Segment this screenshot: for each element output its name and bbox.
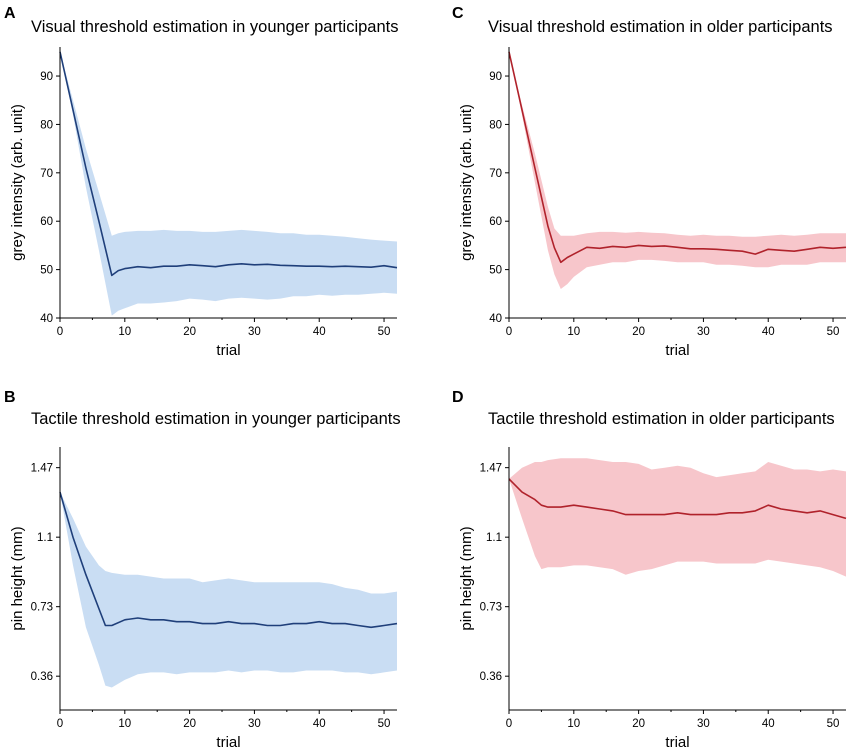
y-axis-label: grey intensity (arb. unit) <box>9 104 26 261</box>
y-tick-label: 1.1 <box>486 532 502 544</box>
confidence-band <box>60 492 397 688</box>
y-tick-label: 70 <box>40 168 53 180</box>
panel-c: C Visual threshold estimation in older pa… <box>452 5 847 359</box>
x-tick-label: 40 <box>313 326 326 338</box>
panel-letter: D <box>452 389 464 406</box>
panel-d: D Tactile threshold estimation in older p… <box>452 389 847 748</box>
x-tick-label: 20 <box>183 718 196 730</box>
y-tick-label: 90 <box>489 71 502 83</box>
series-line-mean <box>59 491 398 629</box>
x-tick-label: 40 <box>762 718 775 730</box>
x-tick-label: 50 <box>378 718 391 730</box>
x-tick-label: 10 <box>567 718 580 730</box>
y-axis-label: pin height (mm) <box>458 526 475 630</box>
y-tick-label: 1.47 <box>480 463 502 475</box>
x-axis-label: trial <box>665 734 689 748</box>
x-tick-label: 0 <box>506 718 512 730</box>
x-axis-label: trial <box>216 734 240 748</box>
y-tick-label: 50 <box>40 265 53 277</box>
confidence-band <box>509 458 846 577</box>
y-tick-label: 50 <box>489 265 502 277</box>
x-tick-label: 10 <box>567 326 580 338</box>
panel-letter: B <box>4 389 16 406</box>
y-tick-label: 40 <box>489 313 502 325</box>
x-tick-label: 10 <box>118 718 131 730</box>
series-line-mean <box>508 478 847 520</box>
panel-a: A Visual threshold estimation in younger … <box>4 5 399 359</box>
x-tick-label: 30 <box>697 326 710 338</box>
x-tick-label: 30 <box>248 718 261 730</box>
y-tick-label: 60 <box>489 216 502 228</box>
y-tick-label: 60 <box>40 216 53 228</box>
x-tick-label: 20 <box>632 326 645 338</box>
x-tick-label: 30 <box>697 718 710 730</box>
y-tick-label: 90 <box>40 71 53 83</box>
y-tick-label: 80 <box>489 119 502 131</box>
y-axis-label: grey intensity (arb. unit) <box>458 104 475 261</box>
x-tick-label: 0 <box>57 326 63 338</box>
panel-b: B Tactile threshold estimation in younger… <box>4 389 401 748</box>
x-tick-label: 30 <box>248 326 261 338</box>
x-tick-label: 20 <box>632 718 645 730</box>
y-tick-label: 80 <box>40 119 53 131</box>
y-tick-label: 40 <box>40 313 53 325</box>
y-tick-label: 0.36 <box>31 671 53 683</box>
chart-title: Visual threshold estimation in younger p… <box>31 18 399 36</box>
x-axis-label: trial <box>216 342 240 359</box>
series-line-mean <box>508 51 847 264</box>
x-tick-label: 40 <box>313 718 326 730</box>
confidence-band <box>509 51 846 289</box>
y-tick-label: 0.36 <box>480 671 502 683</box>
y-tick-label: 70 <box>489 168 502 180</box>
x-tick-label: 40 <box>762 326 775 338</box>
x-tick-label: 0 <box>506 326 512 338</box>
confidence-band <box>60 51 397 316</box>
x-tick-label: 10 <box>118 326 131 338</box>
x-tick-label: 50 <box>827 326 840 338</box>
x-tick-label: 50 <box>827 718 840 730</box>
y-tick-label: 1.1 <box>37 532 53 544</box>
x-tick-label: 50 <box>378 326 391 338</box>
chart-title: Tactile threshold estimation in younger … <box>31 410 401 428</box>
y-tick-label: 1.47 <box>31 463 53 475</box>
x-tick-label: 0 <box>57 718 63 730</box>
x-axis-label: trial <box>665 342 689 359</box>
panel-letter: A <box>4 5 16 22</box>
series-line-mean <box>59 51 398 277</box>
y-tick-label: 0.73 <box>31 602 53 614</box>
x-tick-label: 20 <box>183 326 196 338</box>
panel-letter: C <box>452 5 464 22</box>
chart-title: Visual threshold estimation in older par… <box>488 18 833 36</box>
chart-title: Tactile threshold estimation in older pa… <box>488 410 835 428</box>
y-tick-label: 0.73 <box>480 602 502 614</box>
y-axis-label: pin height (mm) <box>9 526 26 630</box>
